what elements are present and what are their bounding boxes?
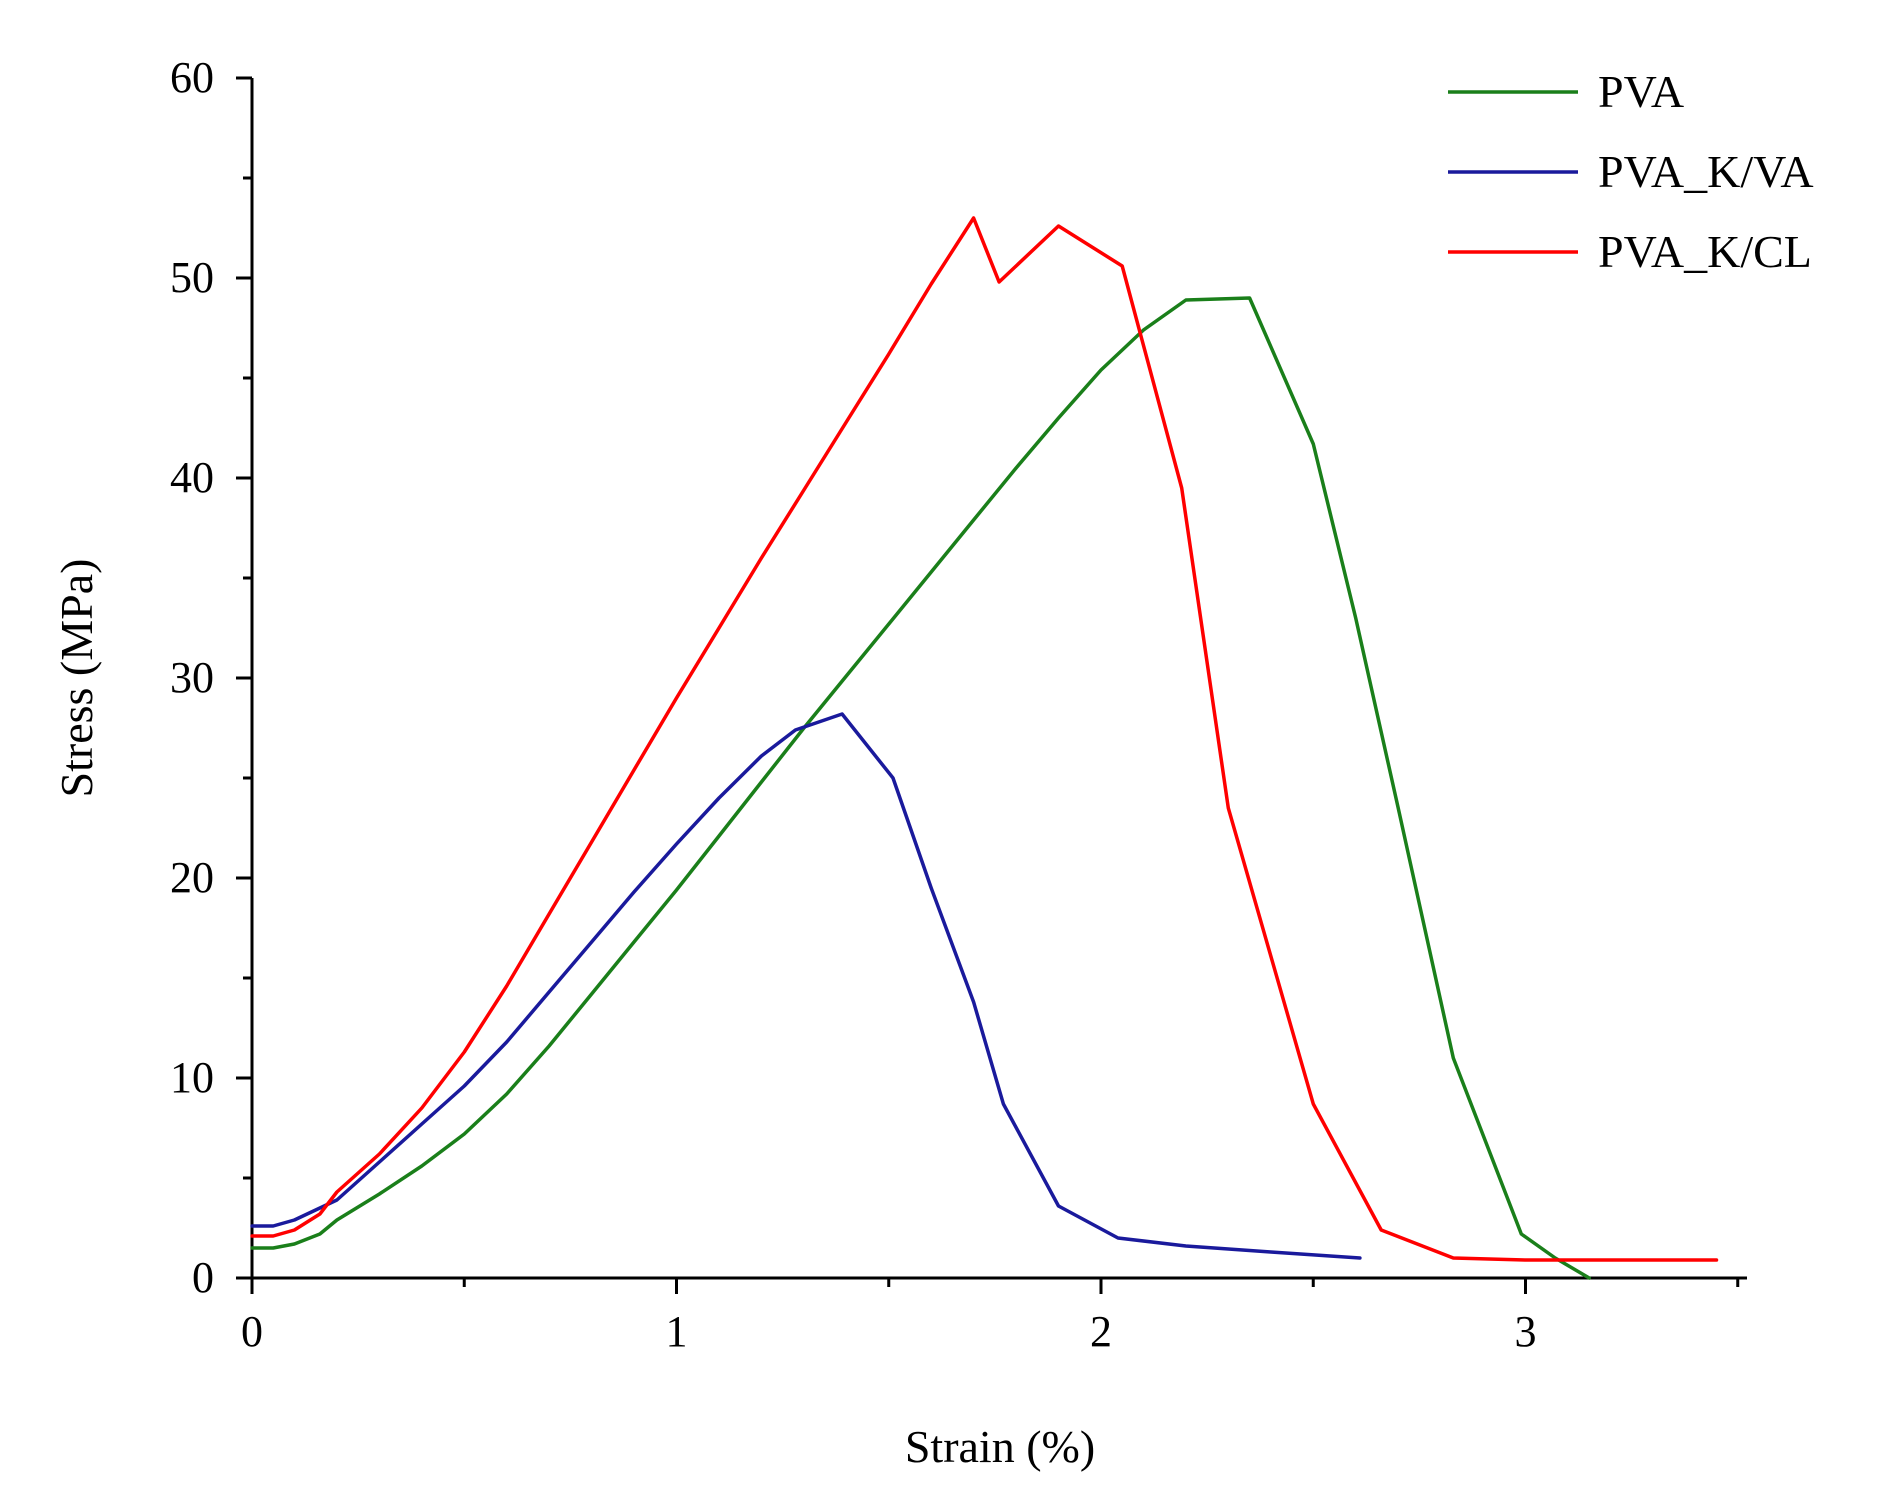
legend-label-pva: PVA: [1598, 66, 1684, 117]
series-lines: [250, 216, 1719, 1280]
y-tick-label: 60: [170, 53, 214, 102]
y-tick-label: 40: [170, 453, 214, 502]
series-line-pva-k-va: [250, 712, 1362, 1260]
y-tick-label: 30: [170, 653, 214, 702]
x-axis-title: Strain (%): [905, 1421, 1095, 1472]
legend-label-pva-k-cl: PVA_K/CL: [1598, 226, 1812, 277]
y-tick-label: 20: [170, 853, 214, 902]
legend: PVA PVA_K/VA PVA_K/CL: [1448, 66, 1814, 277]
axes: [250, 78, 1747, 1280]
y-tick-label: 10: [170, 1053, 214, 1102]
x-tick-label: 3: [1515, 1307, 1537, 1356]
legend-label-pva-k-va: PVA_K/VA: [1598, 146, 1814, 197]
y-tick-label: 50: [170, 253, 214, 302]
x-tick-label: 2: [1090, 1307, 1112, 1356]
y-axis-title: Stress (MPa): [51, 559, 102, 798]
y-tick-label: 0: [192, 1253, 214, 1302]
series-line-pva-k-cl: [250, 216, 1719, 1262]
x-tick-label: 0: [241, 1307, 263, 1356]
x-tick-label: 1: [666, 1307, 688, 1356]
series-line-pva: [250, 296, 1591, 1280]
